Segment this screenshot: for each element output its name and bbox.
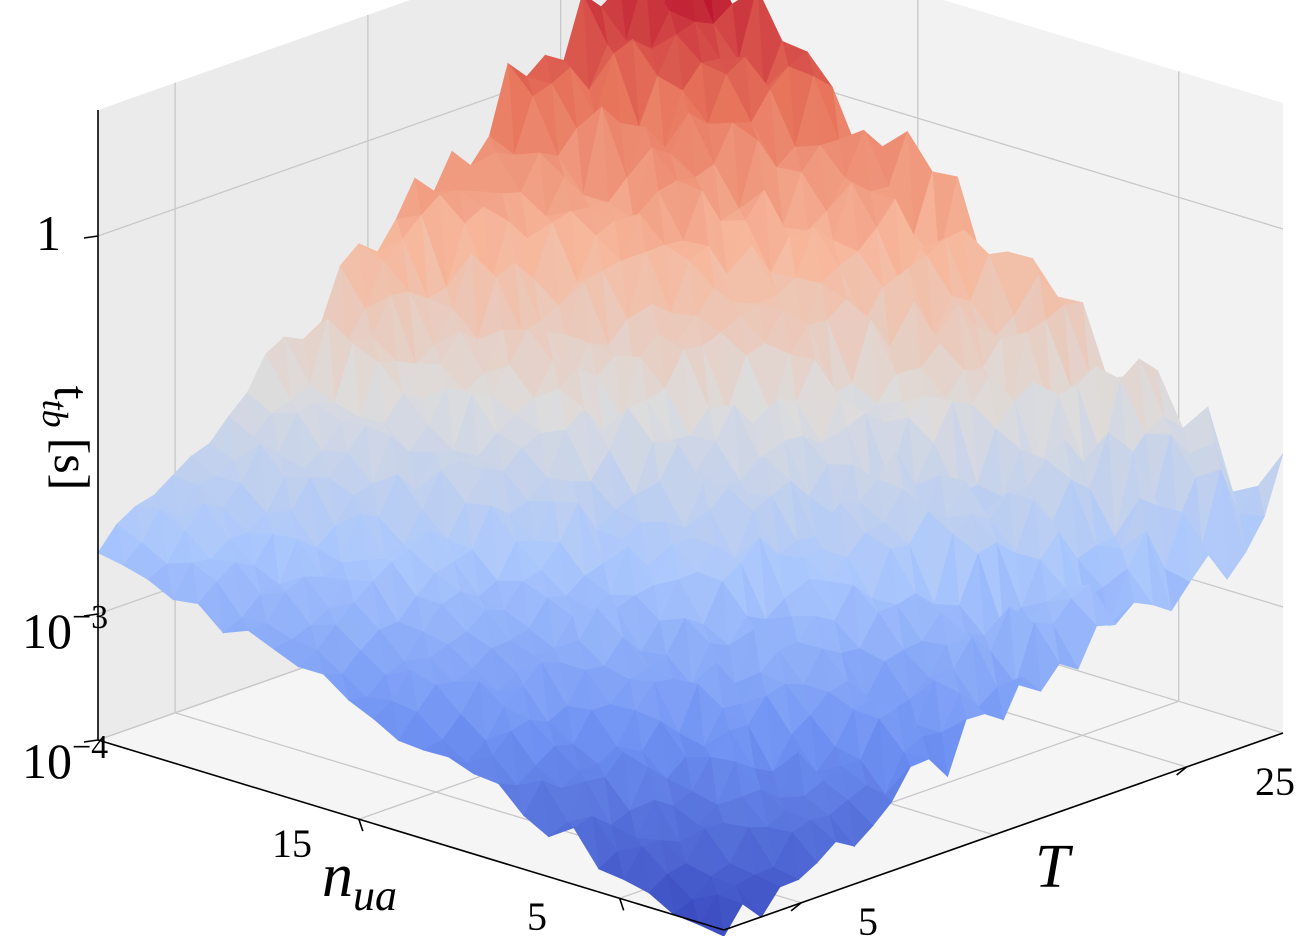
- y-tick-0: [618, 898, 625, 911]
- surface-facet: [673, 899, 700, 926]
- surface-facet: [648, 873, 675, 916]
- x-tick-label-25: 25: [1255, 759, 1295, 804]
- z-axis-title: ttb [s]: [35, 386, 100, 491]
- y-tick-label-5: 5: [527, 894, 547, 936]
- surface-facet: [322, 673, 349, 701]
- z-tick-label-0-base: 10: [22, 733, 72, 789]
- surface-facet: [97, 523, 124, 566]
- surface-facet: [548, 821, 575, 838]
- x-tick-0: [790, 902, 802, 912]
- x-tick-label-5: 5: [858, 899, 878, 936]
- z-tick-0: [83, 739, 99, 743]
- surface-facet: [422, 739, 450, 758]
- surface-facet: [247, 622, 274, 650]
- surface-facet: [497, 783, 524, 816]
- surface-facet: [297, 649, 324, 675]
- z-tick-labels: 10−4 10−3 1: [22, 205, 108, 789]
- y-tick-1: [358, 818, 364, 832]
- y-tick-label-15: 15: [272, 821, 312, 866]
- surface-facet: [698, 893, 725, 936]
- surface-facet: [147, 563, 174, 601]
- surface-facet: [398, 711, 424, 751]
- surface-facet: [272, 639, 299, 668]
- surface-facet: [473, 755, 500, 785]
- z-tick-label-1-base: 10: [22, 603, 72, 659]
- z-axis-title-unit: [s]: [44, 438, 100, 491]
- z-tick-label-1-exp: −3: [72, 599, 108, 636]
- z-tick-1: [83, 613, 99, 617]
- surface-facet: [172, 562, 199, 605]
- x-axis-line: [723, 732, 1284, 931]
- surface-facet: [573, 815, 600, 870]
- z-axis-title-sub: tb: [35, 400, 75, 428]
- surface-facet: [523, 779, 550, 838]
- z-tick-label-2: 1: [36, 205, 61, 261]
- y-axis-title-main: n: [322, 842, 353, 910]
- surface-facet: [623, 845, 650, 894]
- z-tick-label-2-base: 1: [36, 205, 61, 261]
- z-tick-label-0-exp: −4: [72, 729, 108, 766]
- axes: [83, 110, 1284, 931]
- surface-facet: [448, 756, 474, 775]
- z-axis-title-main: t: [44, 386, 100, 400]
- x-tick-1: [1176, 766, 1188, 776]
- surface-facet: [372, 700, 399, 742]
- x-axis-title: T: [1035, 833, 1074, 901]
- z-tick-2: [83, 235, 99, 239]
- surface-facet: [222, 617, 249, 634]
- z-tick-label-0: 10−4: [22, 729, 108, 789]
- y-axis-title-sub: ua: [353, 871, 397, 920]
- surface-facet: [598, 851, 625, 881]
- surface-mesh: [97, 0, 1284, 936]
- surface-facet: [347, 697, 374, 720]
- surface-facet: [122, 542, 149, 581]
- surface-facet: [197, 581, 224, 634]
- y-axis-title: nua: [322, 842, 397, 920]
- z-tick-label-1: 10−3: [22, 599, 108, 659]
